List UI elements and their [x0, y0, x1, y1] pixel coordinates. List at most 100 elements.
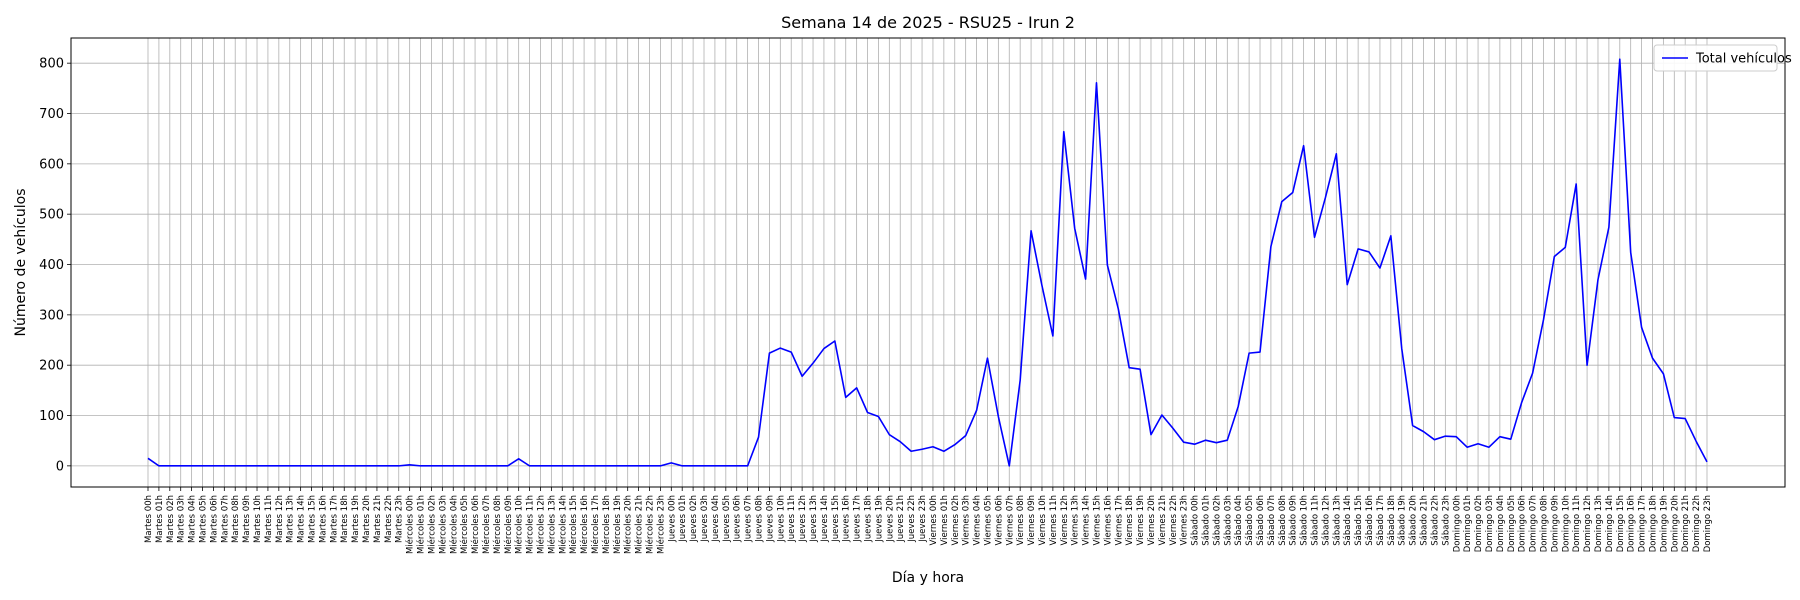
x-tick-label: Martes 03h	[177, 495, 187, 543]
x-tick-label: Sábado 08h	[1278, 495, 1288, 546]
x-tick-label: Jueves 13h	[809, 495, 819, 543]
x-tick-label: Domingo 06h	[1518, 495, 1528, 552]
x-tick-label: Viernes 22h	[1169, 495, 1179, 546]
x-tick-label: Jueves 15h	[831, 495, 841, 543]
x-tick-label: Martes 08h	[231, 495, 241, 543]
x-tick-label: Martes 20h	[362, 495, 372, 543]
x-tick-label: Jueves 18h	[864, 495, 874, 543]
y-tick-label: 800	[39, 57, 64, 72]
x-tick-label: Domingo 21h	[1681, 495, 1691, 552]
x-tick-label: Jueves 03h	[700, 495, 710, 543]
x-tick-label: Miércoles 03h	[437, 495, 448, 554]
y-tick-label: 400	[39, 258, 64, 273]
x-tick-label: Domingo 18h	[1648, 495, 1658, 552]
x-tick-label: Sábado 00h	[1191, 495, 1201, 546]
x-tick-label: Martes 18h	[340, 495, 350, 543]
y-tick-label: 700	[39, 107, 64, 122]
x-tick-label: Sábado 20h	[1409, 495, 1419, 546]
x-tick-label: Viernes 06h	[994, 495, 1004, 546]
x-tick-label: Jueves 11h	[787, 495, 797, 543]
x-tick-label: Martes 07h	[220, 495, 230, 543]
x-tick-label: Domingo 11h	[1572, 495, 1582, 552]
x-tick-label: Jueves 16h	[842, 495, 852, 543]
x-tick-label: Viernes 05h	[983, 495, 993, 546]
x-tick-label: Miércoles 00h	[405, 495, 416, 554]
x-tick-label: Martes 10h	[253, 495, 263, 543]
x-tick-label: Sábado 23h	[1441, 495, 1451, 546]
x-tick-label: Jueves 22h	[907, 495, 917, 543]
x-tick-label: Domingo 02h	[1474, 495, 1484, 552]
x-tick-label: Sábado 01h	[1202, 495, 1212, 546]
x-tick-label: Jueves 00h	[667, 495, 677, 543]
x-tick-label: Domingo 12h	[1583, 495, 1593, 552]
x-tick-label: Viernes 03h	[962, 495, 972, 546]
x-axis-title: Día y hora	[892, 570, 964, 586]
x-tick-label: Viernes 14h	[1082, 495, 1092, 546]
x-tick-label: Jueves 20h	[885, 495, 895, 543]
x-tick-label: Jueves 17h	[853, 495, 863, 543]
x-tick-label: Jueves 06h	[733, 495, 743, 543]
y-tick-label: 600	[39, 157, 64, 172]
x-tick-label: Viernes 07h	[1005, 495, 1015, 546]
x-tick-label: Miércoles 09h	[503, 495, 514, 554]
x-tick-label: Martes 23h	[395, 495, 405, 543]
x-tick-label: Martes 01h	[155, 495, 165, 543]
x-tick-label: Miércoles 19h	[612, 495, 623, 554]
x-tick-label: Domingo 17h	[1638, 495, 1648, 552]
x-tick-label: Domingo 13h	[1594, 495, 1604, 552]
x-tick-label: Domingo 05h	[1507, 495, 1517, 552]
x-tick-label: Viernes 21h	[1158, 495, 1168, 546]
x-tick-label: Domingo 19h	[1659, 495, 1669, 552]
x-tick-label: Viernes 12h	[1060, 495, 1070, 546]
x-tick-label: Domingo 07h	[1529, 495, 1539, 552]
x-tick-label: Sábado 06h	[1256, 495, 1266, 546]
x-tick-label: Martes 04h	[188, 495, 198, 543]
chart-title: Semana 14 de 2025 - RSU25 - Irun 2	[781, 13, 1075, 32]
x-tick-label: Viernes 16h	[1103, 495, 1113, 546]
x-tick-label: Miércoles 05h	[459, 495, 470, 554]
x-tick-label: Sábado 07h	[1267, 495, 1277, 546]
x-tick-label: Sábado 02h	[1212, 495, 1222, 546]
x-tick-label: Domingo 15h	[1616, 495, 1626, 552]
x-tick-label: Miércoles 21h	[634, 495, 645, 554]
x-tick-label: Martes 21h	[373, 495, 383, 543]
x-tick-label: Martes 16h	[318, 495, 328, 543]
x-tick-label: Domingo 20h	[1670, 495, 1680, 552]
x-tick-label: Domingo 16h	[1627, 495, 1637, 552]
x-tick-label: Domingo 22h	[1692, 495, 1702, 552]
y-tick-label: 500	[39, 208, 64, 223]
grid-lines	[71, 38, 1785, 487]
x-tick-label: Sábado 13h	[1332, 495, 1342, 546]
x-tick-label: Miércoles 12h	[535, 495, 546, 554]
legend-label: Total vehículos	[1695, 52, 1792, 67]
x-tick-label: Miércoles 08h	[492, 495, 503, 554]
x-tick-label: Domingo 08h	[1539, 495, 1549, 552]
x-tick-label: Jueves 09h	[765, 495, 775, 543]
x-tick-label: Sábado 22h	[1430, 495, 1440, 546]
series-lines	[147, 58, 1708, 467]
x-tick-label: Domingo 03h	[1485, 495, 1495, 552]
x-tick-label: Viernes 13h	[1071, 495, 1081, 546]
x-tick-label: Martes 15h	[308, 495, 318, 543]
x-tick-label: Viernes 02h	[951, 495, 961, 546]
x-tick-label: Miércoles 17h	[590, 495, 601, 554]
x-tick-label: Jueves 12h	[798, 495, 808, 543]
x-tick-label: Martes 14h	[297, 495, 307, 543]
legend-box	[1653, 44, 1778, 72]
x-tick-label: Domingo 00h	[1452, 495, 1462, 552]
y-axis-title: Número de vehículos	[13, 189, 29, 337]
x-tick-label: Domingo 01h	[1463, 495, 1473, 552]
x-tick-label: Viernes 18h	[1125, 495, 1135, 546]
x-tick-label: Domingo 14h	[1605, 495, 1615, 552]
x-tick-label: Viernes 20h	[1147, 495, 1157, 546]
x-tick-label: Sábado 11h	[1311, 495, 1321, 546]
x-tick-label: Sábado 19h	[1398, 495, 1408, 546]
y-tick-label: 0	[56, 459, 64, 474]
x-tick-label: Sábado 05h	[1245, 495, 1255, 546]
x-tick-label: Viernes 23h	[1180, 495, 1190, 546]
x-tick-label: Viernes 19h	[1136, 495, 1146, 546]
x-tick-label: Sábado 09h	[1289, 495, 1299, 546]
x-tick-label: Miércoles 04h	[448, 495, 459, 554]
x-tick-label: Jueves 02h	[689, 495, 699, 543]
x-tick-label: Sábado 15h	[1354, 495, 1364, 546]
